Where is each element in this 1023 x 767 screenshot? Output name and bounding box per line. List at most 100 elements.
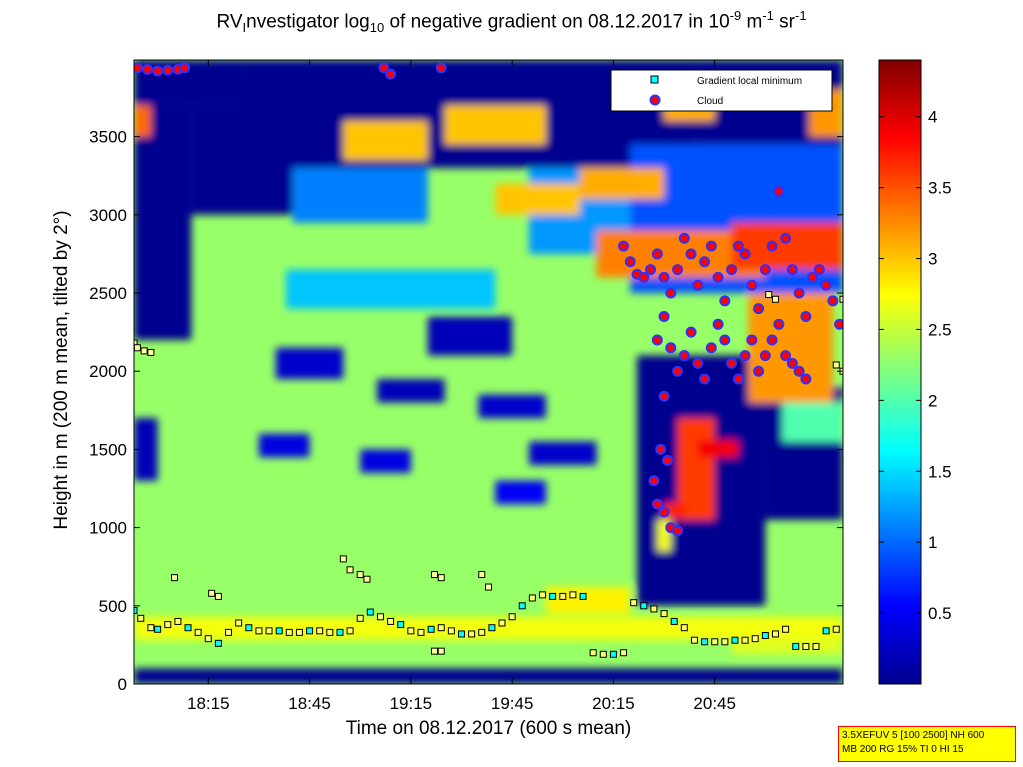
gradient-minimum-marker xyxy=(225,628,233,636)
colorbar-tick-label: 1.5 xyxy=(928,462,952,481)
gradient-minimum-marker xyxy=(417,628,425,636)
gradient-minimum-marker xyxy=(765,291,773,299)
gradient-minimum-marker xyxy=(208,589,216,597)
gradient-minimum-marker xyxy=(147,348,155,356)
gradient-minimum-marker xyxy=(711,638,719,646)
colorbar-tick-label: 2.5 xyxy=(928,320,952,339)
gradient-minimum-marker xyxy=(316,627,324,635)
cloud-marker xyxy=(152,65,164,77)
cloud-marker xyxy=(732,240,744,252)
gradient-minimum-marker xyxy=(184,624,192,632)
field-region-27 xyxy=(495,480,546,505)
cloud-marker xyxy=(793,287,805,299)
gradient-minimum-marker xyxy=(741,636,749,644)
y-tick-label: 2500 xyxy=(89,284,127,303)
colorbar-ticks: 0.5 1 1.5 2 2.5 3 3.5 4 xyxy=(879,108,952,623)
gradient-minimum-marker xyxy=(690,636,698,644)
cloud-marker xyxy=(672,365,684,377)
cloud-marker xyxy=(162,64,174,76)
gradient-minimum-marker xyxy=(214,592,222,600)
cloud-marker xyxy=(655,443,667,455)
cloud-marker xyxy=(658,390,670,402)
gradient-minimum-marker xyxy=(650,605,658,613)
cloud-marker xyxy=(719,334,731,346)
gradient-minimum-marker xyxy=(437,624,445,632)
y-tick-label: 3000 xyxy=(89,206,127,225)
gradient-minimum-marker xyxy=(640,602,648,610)
gradient-minimum-marker xyxy=(731,636,739,644)
gradient-minimum-marker xyxy=(792,642,800,650)
cloud-marker xyxy=(807,271,819,283)
cloud-marker xyxy=(746,334,758,346)
gradient-minimum-marker xyxy=(255,627,263,635)
legend-box xyxy=(610,69,833,112)
gradient-minimum-marker xyxy=(295,628,303,636)
gradient-minimum-marker xyxy=(812,642,820,650)
cloud-marker xyxy=(786,357,798,369)
gradient-minimum-marker xyxy=(430,571,438,579)
gradient-minimum-marker xyxy=(154,625,162,633)
cloud-marker xyxy=(661,454,673,466)
gradient-minimum-marker xyxy=(488,624,496,632)
gradient-minimum-marker xyxy=(832,625,840,633)
gradient-minimum-marker xyxy=(701,638,709,646)
gradient-minimum-marker xyxy=(171,574,179,582)
field-region-21 xyxy=(377,379,445,403)
field-region-31 xyxy=(697,440,739,458)
gradient-minimum-marker xyxy=(839,295,843,303)
settings-line-1: 3.5XEFUV 5 [100 2500] NH 600 xyxy=(842,730,985,741)
cloud-marker xyxy=(780,350,792,362)
cloud-marker xyxy=(786,264,798,276)
field-region-39 xyxy=(134,668,843,684)
axes-layer: 18:15 18:45 19:15 19:45 20:15 20:45 0 500 1000 15… xyxy=(89,60,843,713)
gradient-minimum-marker xyxy=(306,627,314,635)
chart-title: RVInvestigator log10 of negative gradien… xyxy=(216,8,807,36)
gradient-minimum-marker xyxy=(620,649,628,657)
cloud-marker xyxy=(773,318,785,330)
cloud-marker xyxy=(726,357,738,369)
legend-label-cloud: Cloud xyxy=(697,96,723,107)
cloud-marker xyxy=(793,365,805,377)
cloud-marker xyxy=(651,248,663,260)
field-region-32 xyxy=(664,502,685,519)
gradient-minimum-marker xyxy=(508,613,516,621)
cloud-marker xyxy=(813,264,825,276)
gradient-minimum-marker xyxy=(204,635,212,643)
cloud-marker xyxy=(678,232,690,244)
cloud-marker xyxy=(834,318,843,330)
field-region-16 xyxy=(731,222,843,270)
gradient-minimum-marker xyxy=(721,638,729,646)
field-region-26 xyxy=(529,441,597,466)
cloud-marker xyxy=(712,318,724,330)
cloud-marker xyxy=(665,287,677,299)
cloud-marker xyxy=(651,334,663,346)
cloud-marker xyxy=(658,271,670,283)
field-region-25 xyxy=(360,449,411,473)
gradient-minimum-marker xyxy=(137,614,145,622)
gradient-minimum-marker xyxy=(363,575,371,583)
gradient-minimum-marker xyxy=(478,571,486,579)
field-regions xyxy=(134,60,843,684)
cloud-marker xyxy=(739,248,751,260)
gradient-minimum-marker xyxy=(346,566,354,574)
cloud-marker xyxy=(739,350,751,362)
cloud-marker xyxy=(759,350,771,362)
x-tick-label: 18:15 xyxy=(187,694,230,713)
field-region-18 xyxy=(285,269,496,309)
gradient-minimum-marker xyxy=(609,650,617,658)
gradient-minimum-marker xyxy=(761,632,769,640)
cloud-marker xyxy=(820,279,832,291)
gradient-minimum-marker xyxy=(134,606,138,614)
gradient-minimum-marker xyxy=(387,617,395,625)
field-region-3 xyxy=(191,105,293,215)
x-tick-label: 18:45 xyxy=(288,694,331,713)
field-region-14 xyxy=(579,167,665,200)
gradient-minimum-marker xyxy=(782,625,790,633)
gradient-minimum-marker xyxy=(680,624,688,632)
cloud-marker xyxy=(705,240,717,252)
cloud-marker xyxy=(665,342,677,354)
field-region-23 xyxy=(134,418,158,481)
gradient-minimum-marker xyxy=(339,555,347,563)
colorbar-tick-label: 4 xyxy=(928,108,937,127)
